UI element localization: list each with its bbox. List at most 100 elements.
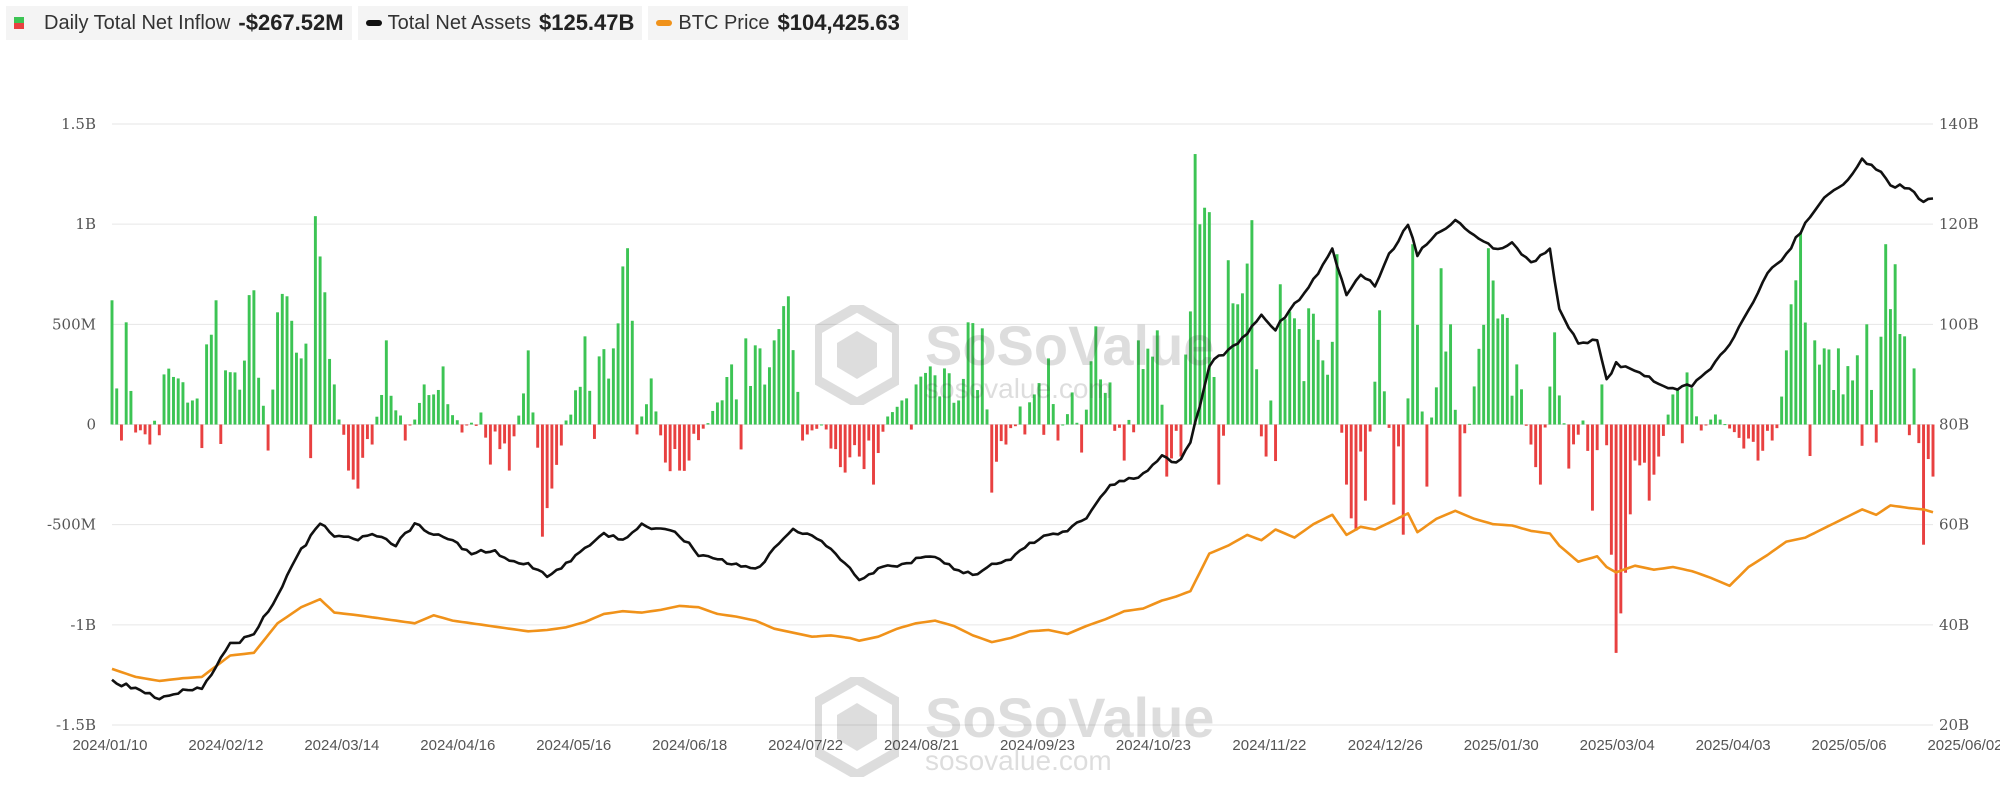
inflow-bar: [607, 378, 611, 425]
inflow-bar: [380, 394, 384, 425]
inflow-bar: [640, 416, 644, 425]
x-tick-label: 2024/07/22: [768, 737, 843, 754]
inflow-bar: [824, 424, 828, 430]
legend-item-inflow[interactable]: Daily Total Net Inflow -$267.52M: [6, 6, 352, 40]
inflow-bar: [659, 424, 663, 436]
inflow-bar: [1884, 244, 1888, 425]
inflow-bar: [682, 424, 686, 471]
inflow-bar: [1009, 424, 1013, 429]
inflow-bar: [157, 424, 161, 436]
inflow-bar: [1841, 394, 1845, 425]
inflow-bar: [186, 402, 190, 425]
inflow-bar: [1311, 313, 1315, 425]
inflow-bar: [611, 348, 615, 425]
inflow-bar: [1676, 388, 1680, 425]
inflow-bar: [1704, 424, 1708, 426]
inflow-bar: [1042, 424, 1046, 435]
inflow-bar: [1723, 424, 1727, 426]
x-tick-label: 2024/06/18: [652, 737, 727, 754]
inflow-bar: [1103, 392, 1107, 425]
inflow-bar: [1278, 284, 1282, 425]
inflow-bar: [1874, 424, 1878, 443]
inflow-bar: [801, 424, 805, 441]
inflow-bar: [1240, 293, 1244, 425]
inflow-bar: [148, 424, 152, 445]
inflow-bar: [1387, 424, 1391, 428]
inflow-bar: [1761, 424, 1765, 451]
inflow-bar: [1340, 424, 1344, 433]
inflow-bar: [1430, 417, 1434, 425]
inflow-bar: [1898, 334, 1902, 425]
inflow-bar: [1444, 351, 1448, 425]
inflow-bar: [1562, 423, 1566, 425]
inflow-bar: [474, 424, 478, 426]
inflow-bar: [1870, 389, 1873, 425]
inflow-bar: [1548, 386, 1552, 425]
inflow-bar: [564, 420, 568, 425]
inflow-bar: [1099, 379, 1103, 425]
inflow-bar: [176, 378, 180, 425]
inflow-bar: [129, 390, 133, 425]
inflow-bar: [1056, 424, 1060, 441]
legend-item-assets[interactable]: Total Net Assets $125.47B: [357, 6, 643, 40]
btc-line-swatch-icon: [656, 20, 673, 26]
inflow-bar: [1543, 424, 1547, 428]
inflow-bar: [167, 368, 171, 425]
inflow-bar: [1624, 424, 1628, 573]
inflow-bar: [1501, 314, 1505, 425]
inflow-bar: [1751, 424, 1755, 442]
legend-value-inflow: -$267.52M: [238, 10, 344, 35]
inflow-bar: [1510, 395, 1514, 425]
inflow-bar: [1151, 356, 1155, 425]
inflow-bar: [1486, 248, 1490, 425]
inflow-bar: [1827, 349, 1831, 425]
inflow-bar: [309, 424, 313, 459]
inflow-bar: [815, 424, 819, 429]
inflow-bar: [228, 372, 232, 425]
y-right-tick-label: 20B: [1939, 716, 1969, 734]
inflow-bar: [479, 412, 483, 425]
inflow-bar: [881, 424, 885, 432]
inflow-bar: [399, 415, 402, 425]
inflow-bar: [1567, 424, 1571, 469]
y-right-tick-label: 120B: [1939, 215, 1979, 233]
y-left-tick-label: 1.5B: [61, 115, 96, 133]
inflow-bar: [550, 424, 554, 489]
inflow-bar: [242, 360, 246, 425]
inflow-bar: [1132, 424, 1136, 433]
inflow-bar: [153, 420, 157, 425]
inflow-bar: [1770, 424, 1774, 441]
y-left-tick-label: -1B: [70, 616, 96, 634]
inflow-bar: [181, 382, 185, 425]
inflow-bar: [1259, 424, 1263, 437]
inflow-bar: [304, 343, 308, 425]
inflow-bar: [1122, 424, 1126, 461]
inflow-bar: [1860, 424, 1864, 446]
inflow-bar: [1231, 303, 1235, 425]
inflow-bar: [1505, 317, 1509, 425]
inflow-bar: [995, 424, 998, 462]
inflow-bar: [1080, 424, 1084, 453]
inflow-bar: [1695, 416, 1698, 425]
inflow-bar: [1557, 395, 1561, 425]
inflow-bar: [763, 384, 767, 425]
inflow-bar: [938, 396, 942, 425]
assets-line-swatch-icon: [365, 20, 382, 26]
inflow-bar: [337, 419, 341, 425]
inflow-bar: [323, 292, 327, 425]
legend-item-btc[interactable]: BTC Price $104,425.63: [648, 6, 908, 40]
inflow-bar: [749, 385, 752, 425]
inflow-bar: [413, 419, 417, 425]
inflow-bar: [299, 358, 303, 425]
inflow-bar: [512, 424, 516, 437]
inflow-bar: [820, 424, 823, 426]
inflow-bar: [1572, 424, 1575, 445]
inflow-bar: [1269, 400, 1273, 425]
x-tick-label: 2025/05/06: [1812, 737, 1887, 754]
chart-legend: Daily Total Net Inflow -$267.52M Total N…: [6, 6, 914, 40]
inflow-bar: [985, 409, 989, 425]
inflow-bar: [1529, 424, 1533, 445]
inflow-bar: [1373, 381, 1377, 425]
inflow-bar: [739, 424, 743, 450]
inflow-bar: [224, 370, 227, 425]
